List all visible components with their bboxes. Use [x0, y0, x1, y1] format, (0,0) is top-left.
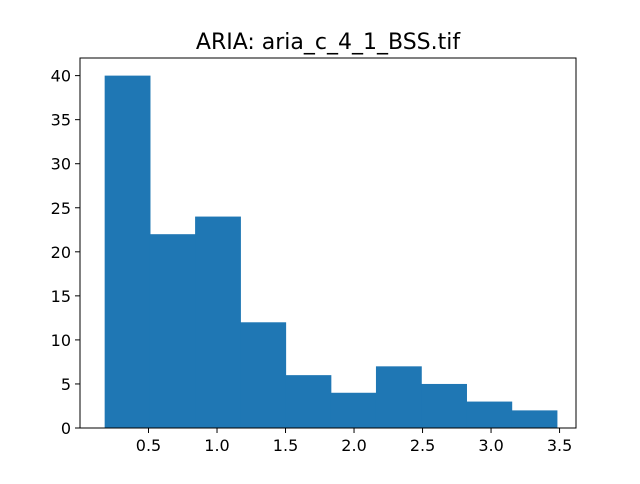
histogram-bar: [466, 401, 513, 428]
y-tick-label: 15: [51, 287, 71, 306]
x-tick-label: 0.5: [136, 436, 161, 455]
x-tick-label: 2.0: [341, 436, 366, 455]
x-tick-label: 3.0: [478, 436, 503, 455]
x-tick-label: 1.0: [204, 436, 229, 455]
histogram-bar: [421, 383, 467, 428]
histogram-bar: [375, 366, 422, 428]
bars-group: [104, 75, 558, 428]
x-axis: 0.5 1.0 1.5 2.0 2.5 3.0 3.5: [136, 428, 572, 455]
histogram-bar: [330, 392, 377, 428]
x-tick-label: 1.5: [273, 436, 298, 455]
x-tick-label: 2.5: [410, 436, 435, 455]
y-tick-label: 5: [61, 375, 71, 394]
histogram-bar: [285, 375, 332, 428]
y-tick-label: 20: [51, 243, 71, 262]
x-tick-label: 3.5: [547, 436, 572, 455]
y-tick-label: 40: [51, 67, 71, 86]
y-tick-label: 0: [61, 419, 71, 438]
plot-frame: [79, 57, 577, 429]
y-tick-label: 35: [51, 111, 71, 130]
histogram-bar: [149, 234, 196, 428]
y-tick-label: 25: [51, 199, 71, 218]
chart-title: ARIA: aria_c_4_1_BSS.tif: [196, 30, 461, 55]
y-tick-label: 10: [51, 331, 71, 350]
histogram-bar: [511, 410, 558, 428]
y-tick-label: 30: [51, 155, 71, 174]
histogram-bar: [240, 322, 287, 428]
histogram-bar: [104, 75, 151, 428]
histogram-bar: [195, 216, 241, 428]
y-axis: 0 5 10 15 20 25 30 35 40: [51, 67, 80, 438]
